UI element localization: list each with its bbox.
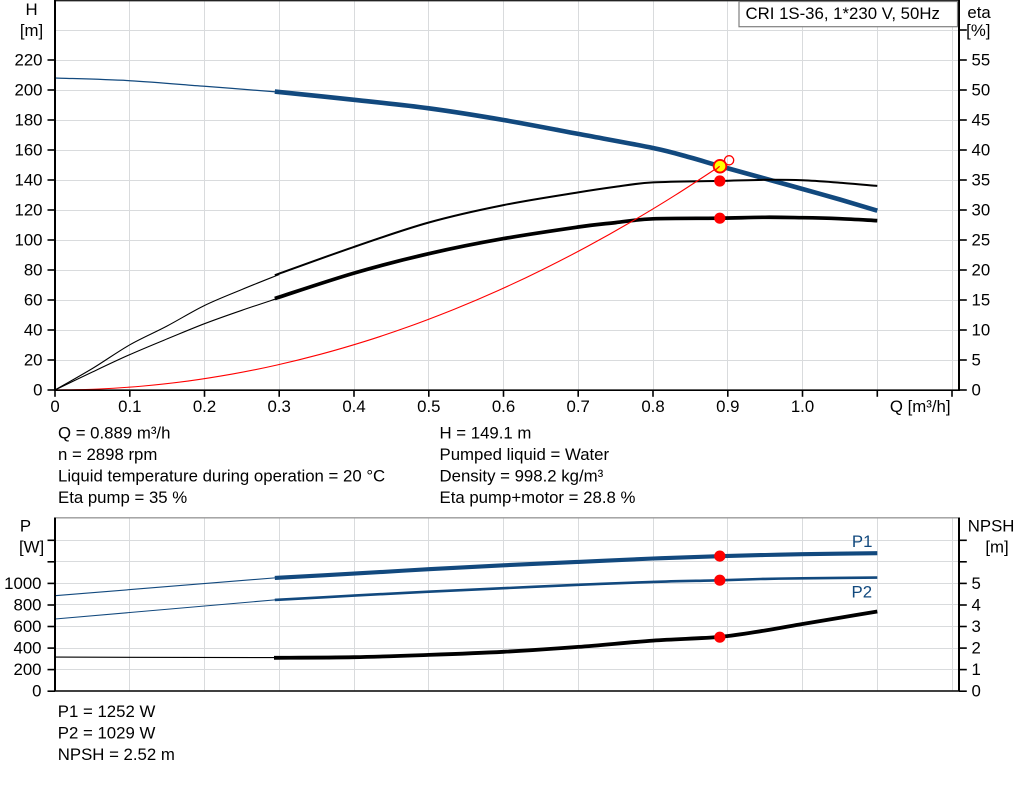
svg-text:0.4: 0.4 [342,397,365,416]
svg-text:Liquid temperature during oper: Liquid temperature during operation = 20… [58,467,385,486]
svg-text:5: 5 [972,574,981,593]
svg-text:[%]: [%] [966,21,990,40]
svg-text:0: 0 [972,380,981,399]
svg-text:Q [m³/h]: Q [m³/h] [890,397,951,416]
svg-text:[m]: [m] [20,21,43,40]
svg-text:Density = 998.2 kg/m³: Density = 998.2 kg/m³ [440,467,604,486]
svg-text:P2: P2 [852,583,873,602]
svg-text:400: 400 [14,639,42,658]
svg-text:n = 2898 rpm: n = 2898 rpm [58,445,157,464]
svg-text:140: 140 [15,170,43,189]
svg-text:4: 4 [972,595,981,614]
svg-text:2: 2 [972,639,981,658]
svg-text:10: 10 [972,320,991,339]
svg-text:20: 20 [24,350,43,369]
svg-text:0.3: 0.3 [268,397,291,416]
svg-text:H: H [25,0,37,19]
svg-text:0.2: 0.2 [193,397,216,416]
svg-text:NPSH = 2.52 m: NPSH = 2.52 m [58,745,175,764]
svg-text:3: 3 [972,617,981,636]
svg-text:Pumped liquid = Water: Pumped liquid = Water [440,445,610,464]
svg-text:eta: eta [967,3,991,22]
svg-text:Eta pump+motor = 28.8 %: Eta pump+motor = 28.8 % [440,488,636,507]
svg-text:1.0: 1.0 [791,397,814,416]
svg-text:0: 0 [972,682,981,701]
svg-text:15: 15 [972,290,991,309]
svg-text:0.6: 0.6 [492,397,515,416]
svg-text:P2 = 1029 W: P2 = 1029 W [58,724,156,743]
svg-text:0.7: 0.7 [567,397,590,416]
svg-text:45: 45 [972,110,991,129]
svg-text:600: 600 [14,617,42,636]
svg-text:NPSH: NPSH [968,517,1015,536]
svg-text:40: 40 [972,140,991,159]
svg-text:[m]: [m] [985,537,1008,556]
svg-text:Q = 0.889 m³/h: Q = 0.889 m³/h [58,424,170,443]
svg-text:[W]: [W] [19,537,44,556]
svg-text:0: 0 [32,682,41,701]
svg-text:35: 35 [972,170,991,189]
svg-text:80: 80 [24,260,43,279]
svg-text:CRI 1S-36, 1*230 V, 50Hz: CRI 1S-36, 1*230 V, 50Hz [746,4,940,23]
svg-text:100: 100 [15,230,43,249]
svg-text:1: 1 [972,660,981,679]
svg-text:200: 200 [15,80,43,99]
svg-text:50: 50 [972,80,991,99]
svg-text:P1 = 1252 W: P1 = 1252 W [58,702,156,721]
svg-text:0.8: 0.8 [641,397,664,416]
svg-text:0: 0 [33,380,42,399]
svg-text:160: 160 [15,140,43,159]
svg-text:60: 60 [24,290,43,309]
svg-text:0.9: 0.9 [716,397,739,416]
svg-text:Eta pump = 35 %: Eta pump = 35 % [58,488,187,507]
svg-text:800: 800 [14,595,42,614]
svg-text:55: 55 [972,50,991,69]
svg-text:30: 30 [972,200,991,219]
svg-text:25: 25 [972,230,991,249]
svg-text:0: 0 [50,397,59,416]
svg-text:5: 5 [972,350,981,369]
svg-text:P: P [20,517,31,536]
svg-text:120: 120 [15,200,43,219]
svg-text:200: 200 [14,660,42,679]
svg-text:1000: 1000 [4,574,41,593]
svg-text:220: 220 [15,50,43,69]
svg-text:0.5: 0.5 [417,397,440,416]
svg-text:H = 149.1 m: H = 149.1 m [440,424,532,443]
svg-text:20: 20 [972,260,991,279]
svg-text:P1: P1 [852,532,873,551]
svg-text:0.1: 0.1 [118,397,141,416]
svg-text:180: 180 [15,110,43,129]
svg-text:40: 40 [24,320,43,339]
